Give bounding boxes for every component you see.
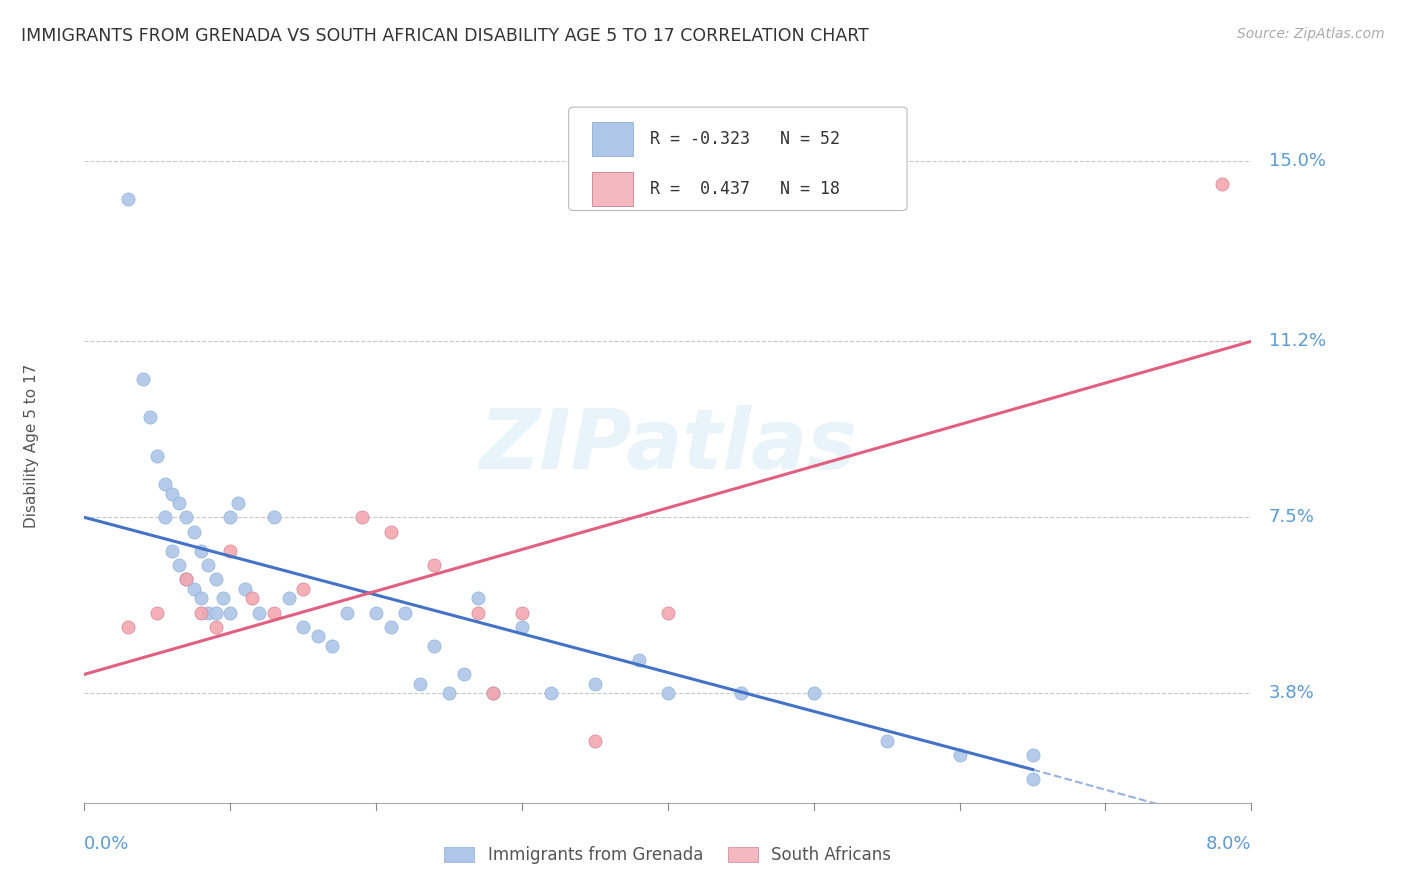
FancyBboxPatch shape [592, 122, 633, 156]
Point [583, 677, 606, 691]
Point [219, 606, 242, 620]
Point [219, 510, 242, 524]
Point [247, 606, 270, 620]
Point [437, 686, 460, 700]
Point [197, 558, 219, 572]
Point [240, 591, 263, 606]
Point [153, 510, 176, 524]
Point [394, 606, 416, 620]
Point [176, 572, 198, 586]
Point [204, 572, 226, 586]
Point [263, 510, 285, 524]
Point [510, 620, 533, 634]
Point [1021, 772, 1043, 786]
Point [176, 510, 198, 524]
Text: 0.0%: 0.0% [84, 835, 129, 853]
Text: R = -0.323   N = 52: R = -0.323 N = 52 [651, 130, 841, 148]
Point [467, 606, 489, 620]
Point [146, 606, 169, 620]
Text: 3.8%: 3.8% [1268, 684, 1315, 702]
Point [160, 543, 183, 558]
Point [350, 510, 373, 524]
Point [233, 582, 256, 596]
Point [1211, 178, 1233, 192]
Point [139, 410, 162, 425]
Point [160, 486, 183, 500]
FancyBboxPatch shape [592, 172, 633, 206]
Point [197, 606, 219, 620]
Point [481, 686, 505, 700]
Point [117, 192, 139, 206]
Point [730, 686, 752, 700]
Point [510, 606, 533, 620]
Text: Disability Age 5 to 17: Disability Age 5 to 17 [24, 364, 39, 528]
Point [307, 629, 329, 643]
Point [117, 620, 139, 634]
Point [409, 677, 432, 691]
Point [183, 582, 205, 596]
Point [467, 591, 489, 606]
Point [366, 606, 388, 620]
Point [803, 686, 825, 700]
Point [190, 606, 212, 620]
Point [540, 686, 562, 700]
Point [167, 558, 190, 572]
Text: IMMIGRANTS FROM GRENADA VS SOUTH AFRICAN DISABILITY AGE 5 TO 17 CORRELATION CHAR: IMMIGRANTS FROM GRENADA VS SOUTH AFRICAN… [21, 27, 869, 45]
Point [204, 606, 226, 620]
Point [583, 734, 606, 748]
Text: ZIPatlas: ZIPatlas [479, 406, 856, 486]
Point [292, 582, 315, 596]
Point [657, 606, 679, 620]
Point [380, 620, 402, 634]
Point [146, 449, 169, 463]
Text: R =  0.437   N = 18: R = 0.437 N = 18 [651, 180, 841, 198]
Point [336, 606, 359, 620]
Point [876, 734, 898, 748]
Point [1021, 748, 1043, 763]
Point [292, 620, 315, 634]
Text: 7.5%: 7.5% [1268, 508, 1315, 526]
Point [176, 572, 198, 586]
Point [226, 496, 249, 510]
FancyBboxPatch shape [568, 107, 907, 211]
Point [481, 686, 505, 700]
Point [627, 653, 650, 667]
Text: Source: ZipAtlas.com: Source: ZipAtlas.com [1237, 27, 1385, 41]
Text: 8.0%: 8.0% [1206, 835, 1251, 853]
Point [167, 496, 190, 510]
Point [949, 748, 972, 763]
Point [321, 639, 343, 653]
Point [657, 686, 679, 700]
Point [204, 620, 226, 634]
Point [453, 667, 475, 681]
Point [132, 372, 155, 386]
Text: 15.0%: 15.0% [1268, 152, 1326, 169]
Point [263, 606, 285, 620]
Point [277, 591, 299, 606]
Point [153, 477, 176, 491]
Point [380, 524, 402, 539]
Text: 11.2%: 11.2% [1268, 333, 1326, 351]
Legend: Immigrants from Grenada, South Africans: Immigrants from Grenada, South Africans [437, 839, 898, 871]
Point [219, 543, 242, 558]
Point [212, 591, 235, 606]
Point [423, 639, 446, 653]
Point [423, 558, 446, 572]
Point [190, 543, 212, 558]
Point [183, 524, 205, 539]
Point [190, 591, 212, 606]
